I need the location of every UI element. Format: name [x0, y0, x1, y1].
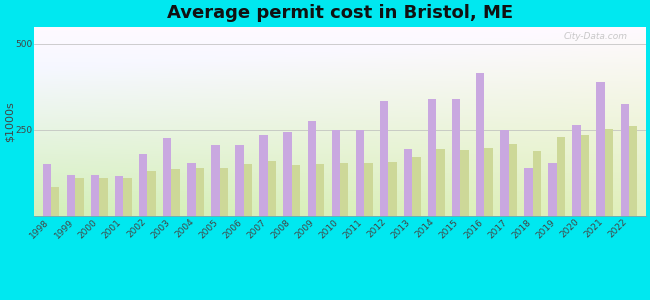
- Bar: [340, 163, 348, 216]
- Bar: [75, 178, 84, 216]
- Bar: [292, 165, 300, 216]
- Bar: [412, 158, 421, 216]
- Bar: [43, 164, 51, 216]
- Bar: [259, 135, 268, 216]
- Bar: [404, 149, 412, 216]
- Bar: [148, 171, 156, 216]
- Bar: [525, 168, 532, 216]
- Bar: [163, 139, 172, 216]
- Bar: [211, 146, 220, 216]
- Bar: [172, 169, 180, 216]
- Bar: [356, 130, 364, 216]
- Bar: [557, 137, 565, 216]
- Bar: [99, 178, 108, 216]
- Bar: [388, 162, 396, 216]
- Bar: [332, 130, 340, 216]
- Bar: [67, 175, 75, 216]
- Bar: [508, 144, 517, 216]
- Bar: [605, 129, 614, 216]
- Y-axis label: $1000s: $1000s: [4, 101, 14, 142]
- Bar: [629, 126, 638, 216]
- Bar: [581, 135, 590, 216]
- Bar: [283, 132, 292, 216]
- Bar: [476, 73, 484, 216]
- Bar: [621, 104, 629, 216]
- Bar: [460, 150, 469, 216]
- Bar: [597, 82, 605, 216]
- Bar: [139, 154, 148, 216]
- Bar: [124, 178, 132, 216]
- Bar: [235, 146, 244, 216]
- Bar: [484, 148, 493, 216]
- Bar: [115, 176, 124, 216]
- Bar: [452, 99, 460, 216]
- Bar: [532, 151, 541, 216]
- Bar: [573, 125, 581, 216]
- Bar: [549, 163, 557, 216]
- Bar: [316, 164, 324, 216]
- Bar: [244, 164, 252, 216]
- Bar: [500, 130, 508, 216]
- Bar: [380, 100, 388, 216]
- Text: City-Data.com: City-Data.com: [564, 32, 627, 41]
- Bar: [364, 163, 372, 216]
- Bar: [196, 169, 204, 216]
- Bar: [91, 175, 99, 216]
- Bar: [187, 163, 196, 216]
- Bar: [220, 168, 228, 216]
- Title: Average permit cost in Bristol, ME: Average permit cost in Bristol, ME: [167, 4, 513, 22]
- Bar: [428, 99, 436, 216]
- Bar: [436, 149, 445, 216]
- Bar: [268, 161, 276, 216]
- Bar: [51, 187, 60, 216]
- Bar: [307, 121, 316, 216]
